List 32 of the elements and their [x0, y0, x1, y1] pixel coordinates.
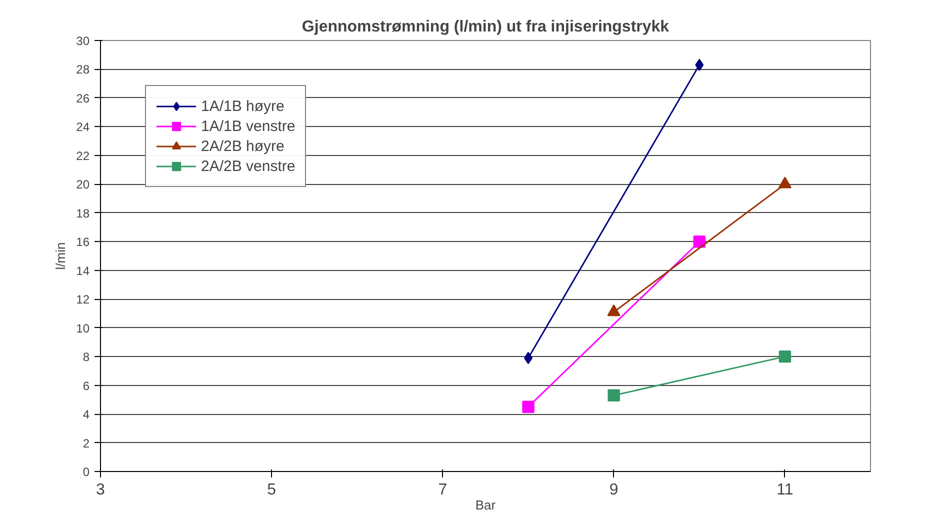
y-tick-label: 0 [82, 465, 90, 479]
x-axis-title: Bar [475, 498, 496, 512]
legend-label: 2A/2B venstre [201, 158, 296, 174]
y-tick-label: 26 [76, 91, 90, 106]
point [778, 350, 792, 363]
y-tick-label: 4 [82, 408, 90, 422]
x-tick-label: 5 [267, 482, 276, 498]
y-tick-label: 20 [76, 178, 90, 192]
legend-label: 2A/2B høyre [201, 138, 284, 154]
y-tick-label: 6 [82, 378, 90, 393]
y-tick-label: 12 [76, 292, 90, 307]
y-tick-label: 16 [76, 235, 90, 250]
x-tick-label: 9 [609, 482, 618, 498]
point [608, 389, 620, 402]
y-tick-label: 2 [82, 436, 90, 450]
y-axis-title: l/min [53, 242, 68, 270]
y-tick-label: 30 [76, 34, 90, 48]
x-tick-label: 3 [96, 482, 106, 498]
legend-label: 1A/1B venstre [201, 118, 296, 134]
y-tick-label: 22 [76, 148, 90, 163]
point [522, 400, 534, 413]
y-tick-label: 10 [76, 321, 90, 336]
chart-title: Gjennomstrømning (l/min) ut fra injiseringstrykk [302, 18, 670, 36]
y-tick-label: 18 [76, 206, 90, 220]
x-tick-label: 7 [438, 482, 448, 498]
legend-label: 1A/1B høyre [201, 98, 284, 114]
y-tick-label: 8 [82, 350, 90, 364]
point [693, 236, 706, 248]
y-tick-label: 14 [76, 264, 90, 278]
x-tick-label: 11 [776, 482, 794, 498]
y-tick-label: 24 [76, 120, 90, 134]
y-tick-label: 28 [76, 62, 90, 77]
